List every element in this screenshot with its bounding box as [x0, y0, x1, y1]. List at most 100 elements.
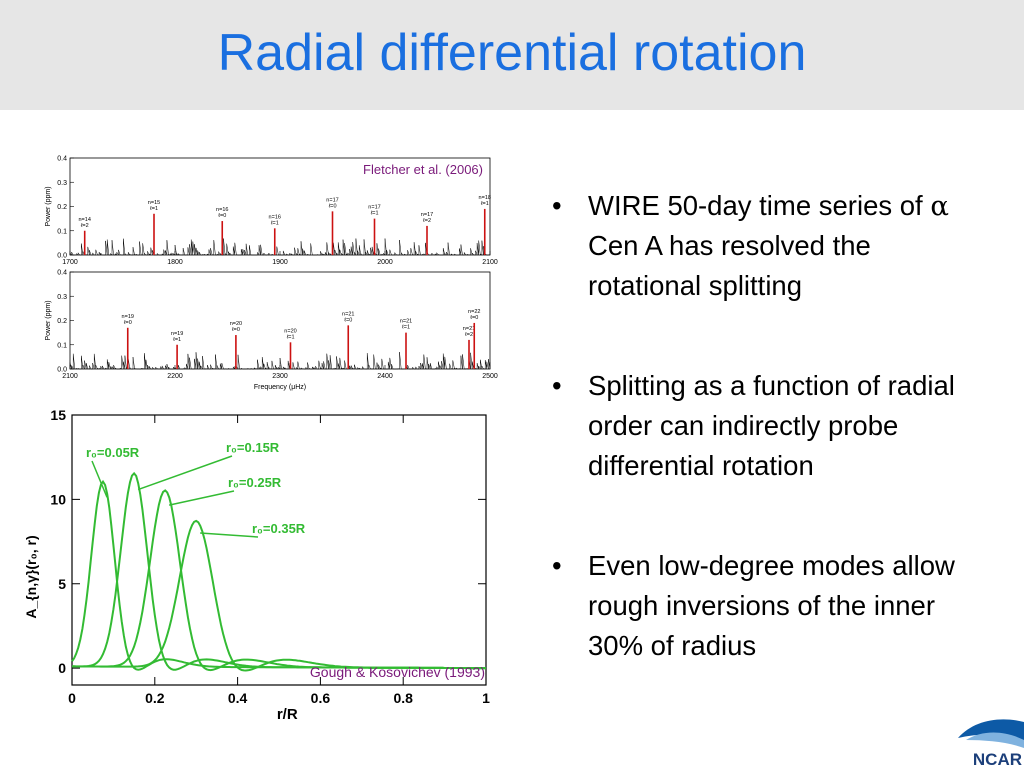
y-axis-label: A_{n,γ}(r₀, r)	[23, 535, 39, 618]
mode-label: ℓ=1	[150, 206, 158, 212]
mode-label: n=21	[342, 311, 354, 317]
bullet-text: Even low-degree modes allow rough invers…	[588, 550, 955, 661]
mode-label: ℓ=0	[470, 315, 478, 321]
mode-label: ℓ=1	[286, 334, 294, 340]
noise-spectrum	[69, 352, 491, 370]
mode-label: ℓ=0	[232, 327, 240, 333]
kernel-curve	[71, 479, 486, 671]
y-tick-label: 0	[58, 660, 66, 676]
mode-label: n=17	[421, 212, 433, 218]
x-tick-label: 2300	[272, 373, 288, 380]
mode-label: n=14	[79, 217, 91, 223]
x-tick-label: 2000	[377, 259, 393, 266]
x-tick-label: 0.6	[311, 690, 331, 706]
kernel-label: r₀=0.25R	[228, 475, 282, 490]
bullet-marker: •	[552, 370, 562, 401]
bullet-item: • Even low-degree modes allow rough inver…	[548, 546, 988, 666]
mode-label: ℓ=0	[344, 317, 352, 323]
slide-title: Radial differential rotation	[217, 24, 807, 82]
kernel-curve	[72, 519, 486, 672]
ncar-logo: NCAR	[958, 719, 1024, 768]
y-tick-label: 15	[50, 407, 66, 423]
mode-label: n=20	[284, 328, 296, 334]
kernel-label: r₀=0.05R	[86, 445, 140, 460]
mode-label: ℓ=2	[465, 332, 473, 338]
y-tick-label: 0.1	[57, 228, 67, 235]
x-tick-label: 2200	[167, 373, 183, 380]
mode-label: n=16	[216, 207, 228, 213]
title-bar	[0, 0, 1024, 110]
kernel-label-arrow	[91, 460, 108, 498]
mode-label: n=21	[400, 319, 412, 325]
kernel-label-arrow	[200, 532, 259, 538]
mode-label: n=16	[269, 214, 281, 220]
bullet-text: Splitting as a function of radial order …	[588, 370, 955, 481]
y-tick-label: 10	[50, 491, 66, 507]
kernel-curve	[72, 489, 486, 672]
mode-label: ℓ=2	[423, 218, 431, 224]
y-axis-label: Power (ppm)	[45, 186, 52, 226]
x-axis-label: r/R	[277, 706, 298, 722]
y-tick-label: 0.4	[57, 156, 67, 163]
mode-label: n=17	[368, 205, 380, 211]
mode-label: n=18	[479, 195, 491, 201]
ncar-logo-text: NCAR	[973, 750, 1022, 768]
x-axis-label: Frequency (μHz)	[254, 384, 306, 391]
mode-label: ℓ=1	[173, 337, 181, 343]
mode-label: n=21	[463, 326, 475, 332]
bullet-marker: •	[552, 190, 562, 221]
mode-label: n=19	[122, 314, 134, 320]
spectrum-panel-top: 0.0 0.1 0.2 0.3 0.4 1700 1800 1900 2000 2100 Power…	[45, 156, 498, 267]
bullet-list: • WIRE 50-day time series of α Cen A has …	[548, 186, 988, 726]
bullet-text: WIRE 50-day time series of	[588, 190, 931, 221]
mode-label: n=15	[148, 200, 160, 206]
x-tick-label: 0	[68, 690, 76, 706]
y-tick-label: 5	[58, 576, 66, 592]
kernel-label: r₀=0.15R	[226, 440, 280, 455]
bullet-text-cont: Cen A has resolved the rotational splitt…	[588, 230, 871, 301]
y-tick-label: 0.4	[57, 270, 67, 277]
mode-label: ℓ=1	[271, 220, 279, 226]
y-tick-label: 0.3	[57, 180, 67, 187]
plot-frame	[71, 414, 487, 686]
bullet-item: • Splitting as a function of radial order…	[548, 366, 988, 486]
x-tick-label: 1900	[272, 259, 288, 266]
mode-label: n=19	[171, 331, 183, 337]
mode-label: ℓ=0	[328, 203, 336, 209]
y-tick-label: 0.0	[57, 367, 67, 374]
power-spectrum-figure: Fletcher et al. (2006) 0.0 0.1 0.2 0.3 0.4 17…	[45, 156, 498, 392]
fig1-caption: Fletcher et al. (2006)	[363, 162, 483, 177]
x-tick-label: 0.4	[228, 690, 248, 706]
mode-label: n=20	[230, 321, 242, 327]
x-tick-label: 1	[482, 690, 490, 706]
y-tick-label: 0.3	[57, 294, 67, 301]
averaging-kernels-figure: 0 5 10 15 0 0.2 0.4 0.6 0.8 1 r/R A_{n,γ}(r₀, r) r₀=…	[23, 407, 490, 722]
spectrum-panel-bottom: 0.0 0.1 0.2 0.3 0.4 2100 2200 2300 2400 2500 Power…	[45, 270, 498, 392]
y-tick-label: 0.2	[57, 318, 67, 325]
y-tick-label: 0.1	[57, 342, 67, 349]
fig2-caption: Gough & Kosovichev (1993)	[310, 664, 485, 680]
x-tick-label: 0.8	[393, 690, 413, 706]
y-tick-label: 0.2	[57, 204, 67, 211]
x-tick-label: 2100	[62, 373, 78, 380]
x-tick-label: 1700	[62, 259, 78, 266]
x-tick-label: 1800	[167, 259, 183, 266]
noise-spectrum	[69, 238, 491, 256]
kernel-label-arrow	[168, 490, 235, 506]
mode-label: ℓ=1	[402, 325, 410, 331]
y-axis-label: Power (ppm)	[45, 300, 52, 340]
kernel-plot: 0 5 10 15 0 0.2 0.4 0.6 0.8 1 r/R A_{n,γ}(r₀, r) r₀=…	[23, 407, 490, 722]
kernel-label-arrow	[137, 455, 233, 491]
y-tick-label: 0.0	[57, 253, 67, 260]
mode-label: ℓ=1	[481, 201, 489, 207]
mode-label: ℓ=2	[81, 223, 89, 229]
x-tick-label: 0.2	[145, 690, 165, 706]
kernel-curve	[72, 471, 486, 671]
bullet-marker: •	[552, 550, 562, 581]
mode-label: ℓ=0	[218, 213, 226, 219]
alpha-symbol: α	[930, 190, 949, 222]
kernel-label: r₀=0.35R	[252, 521, 306, 536]
bullet-item: • WIRE 50-day time series of α Cen A has …	[548, 186, 988, 306]
mode-label: n=22	[468, 309, 480, 315]
panel-frame	[69, 271, 491, 370]
